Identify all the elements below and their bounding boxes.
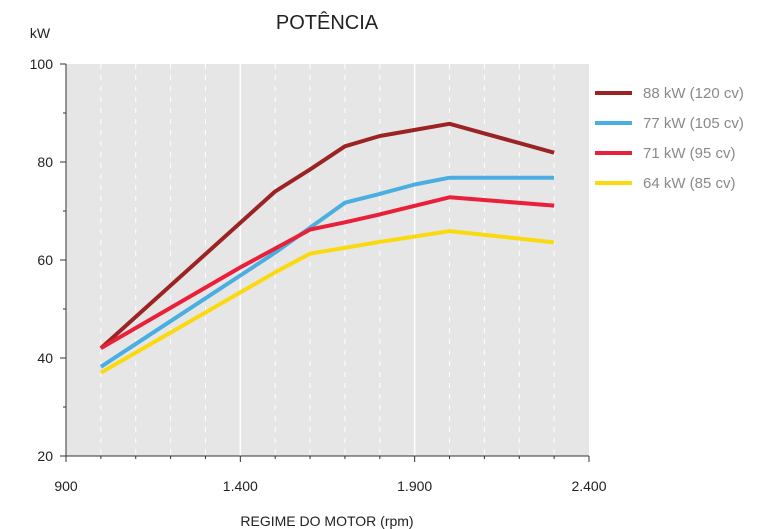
chart-title: POTÊNCIA — [276, 11, 379, 34]
legend-label: 88 kW (120 cv) — [643, 85, 744, 102]
legend: 88 kW (120 cv) 77 kW (105 cv) 71 kW (95 cv… — [595, 85, 744, 192]
plot-area — [66, 64, 589, 456]
y-tick-label: 80 — [37, 154, 53, 170]
axes: 20 40 60 80 100 900 1.400 1.900 2.400 — [30, 56, 607, 494]
y-tick-label: 60 — [37, 252, 53, 268]
legend-label: 77 kW (105 cv) — [643, 115, 744, 132]
x-tick-label: 1.400 — [223, 478, 258, 494]
legend-label: 64 kW (85 cv) — [643, 175, 736, 192]
y-axis-title: kW — [30, 25, 51, 41]
series-lines — [99, 121, 555, 375]
x-tick-label: 900 — [54, 478, 78, 494]
y-tick-label: 20 — [37, 448, 53, 464]
series-line-1 — [99, 121, 555, 350]
series-line-4 — [99, 229, 555, 375]
y-tick-label: 40 — [37, 350, 53, 366]
series-line-2 — [99, 175, 555, 369]
x-tick-label: 2.400 — [571, 478, 606, 494]
y-tick-label: 100 — [30, 56, 54, 72]
x-axis-title: REGIME DO MOTOR (rpm) — [240, 513, 413, 529]
legend-label: 71 kW (95 cv) — [643, 145, 736, 162]
series-line-3 — [99, 195, 555, 350]
x-tick-label: 1.900 — [397, 478, 432, 494]
